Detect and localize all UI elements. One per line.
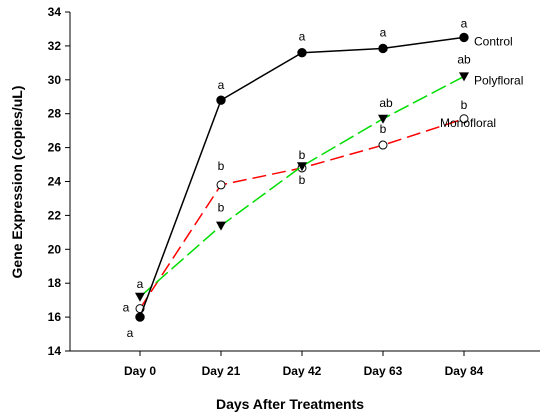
data-point xyxy=(378,114,388,124)
series-label-monofloral: Monofloral xyxy=(440,116,496,130)
x-tick-label: Day 63 xyxy=(364,364,403,378)
y-tick-label: 24 xyxy=(48,175,62,189)
significance-label: a xyxy=(137,277,144,291)
series-line-polyfloral xyxy=(139,75,465,298)
series-label-control: Control xyxy=(474,34,513,48)
y-tick-label: 18 xyxy=(48,276,62,290)
y-tick-label: 22 xyxy=(48,208,62,222)
data-point xyxy=(459,72,469,82)
x-tick-label: Day 42 xyxy=(283,364,322,378)
x-tick-label: Day 21 xyxy=(202,364,241,378)
data-point xyxy=(135,312,145,322)
axes: 14 16 18 20 22 24 26 28 30 32 34 Day 0 Day 21 Day 42… xyxy=(48,5,540,378)
significance-label: b xyxy=(461,98,468,112)
significance-label: b xyxy=(218,201,225,215)
data-point xyxy=(459,32,469,43)
y-tick-label: 14 xyxy=(48,344,62,358)
data-point xyxy=(216,180,226,190)
significance-label: b xyxy=(299,148,306,162)
y-tick-label: 28 xyxy=(48,107,62,121)
significance-label: a xyxy=(123,301,130,315)
x-tick-label: Day 84 xyxy=(445,364,484,378)
y-tick-label: 34 xyxy=(48,5,62,19)
y-axis-title: Gene Expression (copies/uL) xyxy=(9,86,25,279)
y-tick-label: 20 xyxy=(48,242,62,256)
x-tick-label: Day 0 xyxy=(124,364,156,378)
significance-label: b xyxy=(380,122,387,136)
data-point xyxy=(378,43,388,54)
significance-label: a xyxy=(218,78,225,92)
significance-label: ab xyxy=(379,96,393,110)
y-ticks: 14 16 18 20 22 24 26 28 30 32 34 xyxy=(48,5,70,358)
series-label-polyfloral: Polyfloral xyxy=(474,73,523,87)
significance-label: b xyxy=(218,159,225,173)
y-tick-label: 16 xyxy=(48,310,62,324)
significance-label: a xyxy=(299,30,306,44)
data-point xyxy=(459,114,469,124)
y-tick-label: 32 xyxy=(48,39,62,53)
data-point xyxy=(297,47,307,58)
significance-label: a xyxy=(380,25,387,39)
y-tick-label: 26 xyxy=(48,141,62,155)
x-ticks: Day 0 Day 21 Day 42 Day 63 Day 84 xyxy=(124,351,484,378)
x-axis-title: Days After Treatments xyxy=(216,396,364,412)
significance-label: b xyxy=(299,173,306,187)
significance-label: a xyxy=(461,16,468,30)
significance-label: a xyxy=(127,326,134,340)
significance-label: ab xyxy=(457,52,471,66)
data-point xyxy=(216,95,226,105)
series-control: a a a a a Control xyxy=(127,16,513,340)
data-point xyxy=(297,162,307,172)
data-point xyxy=(135,292,145,302)
data-point xyxy=(216,221,226,231)
y-tick-label: 30 xyxy=(48,73,62,87)
data-point xyxy=(378,140,388,150)
